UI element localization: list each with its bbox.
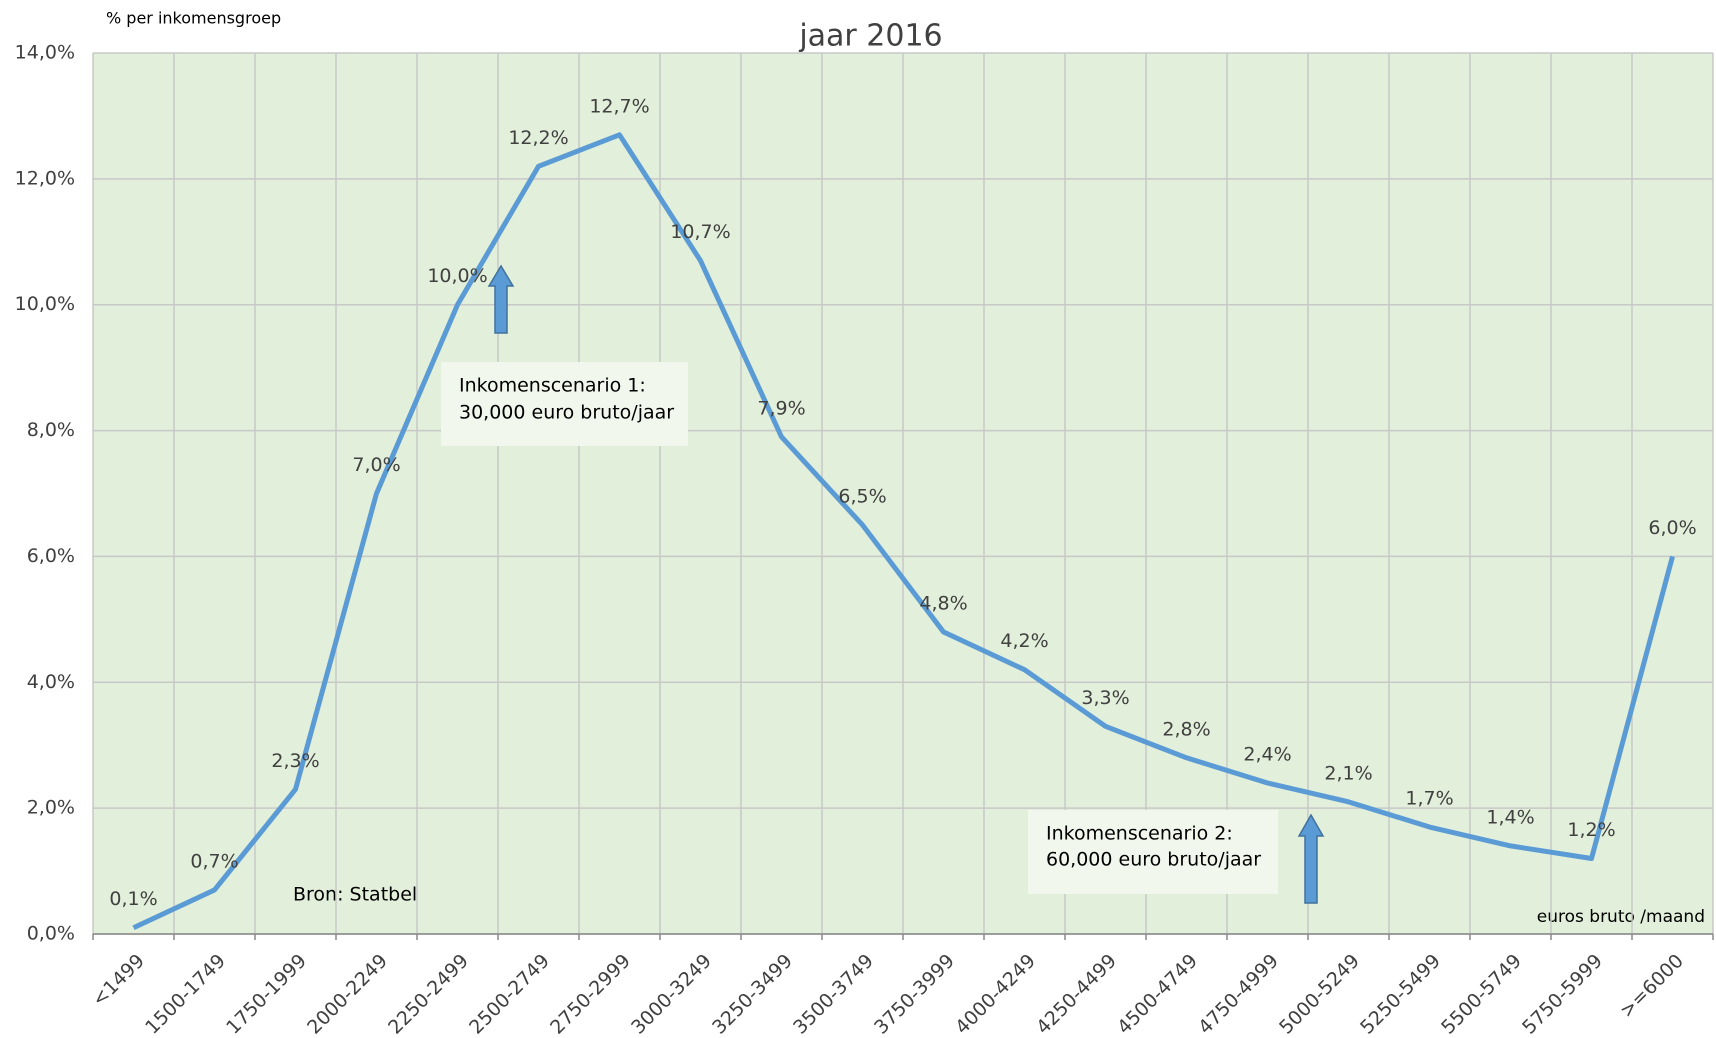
- data-label: 4,2%: [1000, 630, 1048, 652]
- data-label: 1,4%: [1486, 806, 1534, 828]
- data-label: 0,7%: [190, 850, 238, 872]
- x-tick-label: 4250-4499: [1032, 950, 1121, 1038]
- y-tick-label: 6,0%: [27, 545, 75, 567]
- y-tick-label: 4,0%: [27, 671, 75, 693]
- x-tick-label: 3250-3499: [708, 950, 797, 1038]
- x-tick-label: 2000-2249: [303, 950, 392, 1038]
- data-label: 2,1%: [1324, 762, 1372, 784]
- annotation: Inkomenscenario 2: 60,000 euro bruto/jaa…: [1028, 810, 1278, 894]
- line-series: [132, 132, 1675, 930]
- data-label: 6,5%: [838, 485, 886, 507]
- data-label: 1,7%: [1405, 788, 1453, 810]
- annotation-box: [441, 362, 688, 446]
- data-label: 10,0%: [427, 265, 487, 287]
- annotation-text: 30,000 euro bruto/jaar: [459, 402, 674, 424]
- annotation-text: Inkomenscenario 2:: [1046, 823, 1233, 845]
- data-label: 1,2%: [1567, 819, 1615, 841]
- y-tick-label: 10,0%: [15, 293, 75, 315]
- annotation-text: Inkomenscenario 1:: [459, 375, 646, 397]
- y-tick-label: 0,0%: [27, 923, 75, 945]
- data-label: 12,2%: [508, 127, 568, 149]
- data-label: 2,8%: [1162, 718, 1210, 740]
- x-tick-label: 3000-3249: [627, 950, 716, 1038]
- arrow: [487, 264, 515, 334]
- data-label: 6,0%: [1648, 517, 1696, 539]
- x-tick-label: 2750-2999: [546, 950, 635, 1038]
- y-tick-label: 12,0%: [15, 167, 75, 189]
- x-tick-label: <1499: [88, 950, 149, 1011]
- x-tick-label: 3500-3749: [789, 950, 878, 1038]
- chart-subtitle: jaar 2016: [798, 19, 942, 54]
- data-label: 7,9%: [757, 397, 805, 419]
- y-axis-label: % per inkomensgroep: [106, 9, 281, 28]
- x-tick-label: 2500-2749: [465, 950, 554, 1038]
- annotation-box: [1028, 810, 1278, 894]
- data-label: 10,7%: [670, 221, 730, 243]
- x-tick-label: 5500-5749: [1437, 950, 1526, 1038]
- x-tick-label: 4750-4999: [1194, 950, 1283, 1038]
- data-label: 7,0%: [352, 454, 400, 476]
- x-tick-label: 5000-5249: [1275, 950, 1364, 1038]
- x-tick-label: 1750-1999: [222, 950, 311, 1038]
- data-label: 2,3%: [271, 750, 319, 772]
- y-tick-label: 8,0%: [27, 419, 75, 441]
- data-label: 0,1%: [109, 888, 157, 910]
- x-tick-label: 5750-5999: [1518, 950, 1607, 1038]
- x-axis-label: euros bruto /maand: [1537, 907, 1705, 927]
- x-tick-label: >=6000: [1616, 950, 1688, 1022]
- x-tick-label: 4500-4749: [1113, 950, 1202, 1038]
- arrow: [1297, 813, 1325, 904]
- data-label: 12,7%: [589, 95, 649, 117]
- source: Bron: Statbel: [293, 884, 417, 906]
- data-label: 2,4%: [1243, 743, 1291, 765]
- x-tick-label: 2250-2499: [384, 950, 473, 1038]
- data-label: 3,3%: [1081, 687, 1129, 709]
- x-tick-label: 1500-1749: [141, 950, 230, 1038]
- y-tick-label: 2,0%: [27, 797, 75, 819]
- annotation: Inkomenscenario 1: 30,000 euro bruto/jaa…: [441, 362, 688, 446]
- y-tick-label: 14,0%: [15, 42, 75, 64]
- x-tick-label: 3750-3999: [870, 950, 959, 1038]
- data-label: 4,8%: [919, 592, 967, 614]
- x-tick-label: 4000-4249: [951, 950, 1040, 1038]
- x-tick-label: 5250-5499: [1356, 950, 1445, 1038]
- annotation-text: 60,000 euro bruto/jaar: [1046, 849, 1261, 871]
